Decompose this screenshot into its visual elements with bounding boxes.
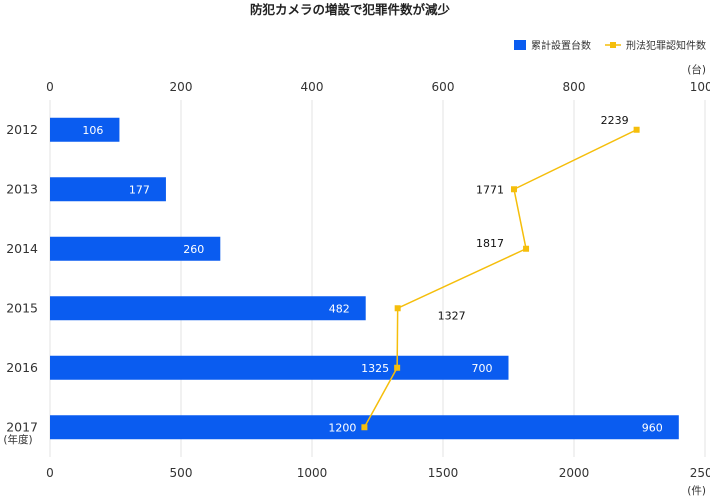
line-value-label: 1771 [476, 183, 504, 196]
category-tick-label: 2013 [6, 181, 38, 196]
bar [50, 177, 166, 202]
category-tick-label: 2016 [6, 360, 38, 375]
bar [50, 236, 221, 261]
line-point [523, 245, 530, 252]
line-value-label: 1325 [361, 362, 389, 375]
line-point [633, 126, 640, 133]
bar-value-label: 177 [129, 183, 150, 196]
bar-value-label: 960 [642, 421, 663, 434]
top-tick-label: 600 [432, 80, 455, 94]
line-value-label: 1817 [476, 237, 504, 250]
category-tick-label: 2012 [6, 122, 38, 137]
bar-series: 106 177 260 482 700 960 [50, 117, 679, 440]
bar-value-label: 700 [472, 362, 493, 375]
bar-value-label: 106 [82, 124, 103, 137]
legend-bar-swatch [514, 40, 526, 50]
line-value-label: 2239 [601, 114, 629, 127]
top-axis-unit: (台) [687, 63, 706, 76]
top-tick-label: 0 [46, 80, 54, 94]
category-tick-label: 2015 [6, 300, 38, 315]
bottom-tick-label: 2000 [559, 466, 590, 480]
top-tick-label: 1000 [690, 80, 710, 94]
top-axis: 0 200 400 600 800 1000 [46, 80, 710, 94]
bottom-tick-label: 1000 [297, 466, 328, 480]
category-tick-label: 2014 [6, 241, 38, 256]
bar-value-label: 482 [329, 302, 350, 315]
bottom-tick-label: 0 [46, 466, 54, 480]
series-line [363, 129, 637, 428]
bottom-tick-label: 500 [170, 466, 193, 480]
bottom-tick-label: 2500 [690, 466, 710, 480]
line-series: 2239 1771 1817 1327 1325 1200 [328, 114, 640, 434]
line-value-label: 1200 [328, 421, 356, 434]
line-point [394, 364, 401, 371]
category-axis: 2012 2013 2014 2015 2016 2017 [6, 122, 38, 435]
bottom-axis-unit: (件) [687, 485, 706, 497]
line-point [394, 305, 401, 312]
line-point [511, 186, 518, 193]
chart-title: 防犯カメラの増設で犯罪件数が減少 [250, 2, 451, 17]
legend-bar-label: 累計設置台数 [531, 39, 591, 52]
bar-value-label: 260 [183, 243, 204, 256]
legend: 累計設置台数 刑法犯罪認知件数 [514, 39, 706, 52]
bottom-axis: 0 500 1000 1500 2000 2500 [46, 466, 710, 480]
top-tick-label: 400 [301, 80, 324, 94]
top-tick-label: 200 [170, 80, 193, 94]
legend-line-label: 刑法犯罪認知件数 [626, 39, 706, 52]
category-axis-unit: (年度) [3, 433, 32, 446]
bar [50, 355, 509, 380]
top-tick-label: 800 [563, 80, 586, 94]
legend-line-marker [610, 42, 616, 48]
line-point [361, 424, 368, 431]
bottom-tick-label: 1500 [428, 466, 459, 480]
bar [50, 296, 366, 321]
category-tick-label: 2017 [6, 419, 38, 434]
bar [50, 117, 120, 142]
line-value-label: 1327 [438, 309, 466, 322]
